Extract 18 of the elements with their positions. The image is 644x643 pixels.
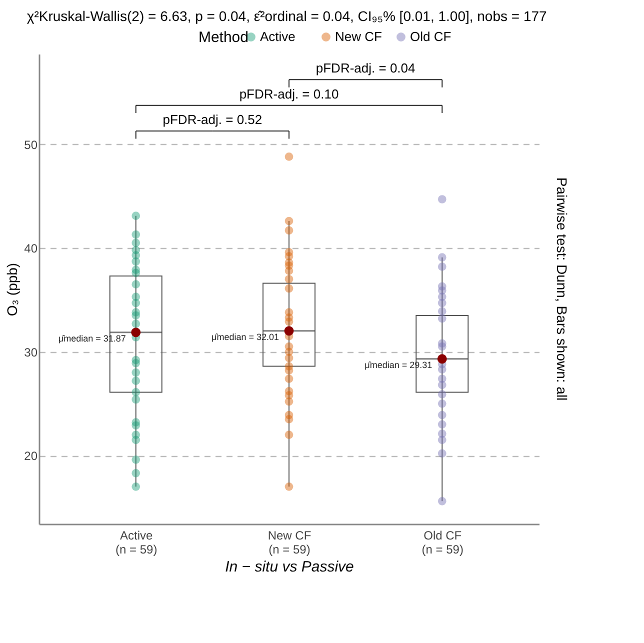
legend-label: Old CF <box>410 29 452 44</box>
legend-label: New CF <box>335 29 382 44</box>
y-tick-label: 40 <box>24 242 38 256</box>
annotation: pFDR-adj. = 0.10 <box>239 86 339 102</box>
x-tick-label: New CF (n = 59) <box>268 528 312 556</box>
x-axis-title: In − situ vs Passive <box>225 558 354 576</box>
x-tick-label: Old CF (n = 59) <box>422 528 464 556</box>
annotation: pFDR-adj. = 0.04 <box>316 60 416 76</box>
text: Pairwise test: Dunn, Bars shown: all <box>554 177 570 401</box>
x-tick-label: Active (n = 59) <box>116 528 158 556</box>
legend-title: Method <box>198 29 248 46</box>
annotation: pFDR-adj. = 0.52 <box>162 112 262 128</box>
chart-title: χ²Kruskal-Wallis(2) = 6.63, p = 0.04, ε̂²ordinal = 0.04, CI₉₅% [0.01, 1.00], nobs = 177 <box>26 8 548 24</box>
legend-label: Active <box>260 29 296 44</box>
y-tick-label: 20 <box>24 449 38 464</box>
y-tick-label: 50 <box>24 138 38 152</box>
y-axis-title: O₃ (ppb) <box>4 262 20 316</box>
y-tick-label: 30 <box>24 345 38 360</box>
